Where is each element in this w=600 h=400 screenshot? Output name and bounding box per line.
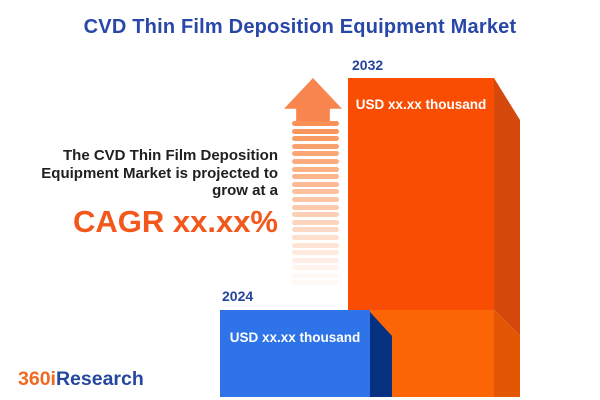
bar-2024-front-face [220,310,370,397]
growth-arrow-stripe [292,189,339,195]
logo-prefix: 360i [18,368,56,390]
page-title: CVD Thin Film Deposition Equipment Marke… [83,16,517,38]
growth-arrow-stripe [292,158,339,164]
growth-arrow-stripe [292,181,339,187]
annotation-block: The CVD Thin Film Deposition Equipment M… [20,147,278,238]
growth-arrow-stripe [292,121,339,126]
growth-arrow-stripe [292,272,339,278]
logo-suffix: Research [55,368,144,390]
bar-2024: USD xx.xx thousand [220,310,392,397]
cagr-value: CAGR xx.xx% [72,203,278,239]
growth-arrow-stripe [292,196,339,202]
growth-arrow-stripe [292,151,339,157]
growth-arrow-stripe [292,265,339,271]
growth-arrow-stripe [292,242,339,248]
annotation-line-3: grow at a [212,182,278,199]
bar-2032-year-label: 2032 [352,57,384,73]
bar-2032-value-label: USD xx.xx thousand [355,97,487,112]
growth-arrow-stripe [292,136,339,142]
growth-arrow-stripe [292,257,339,263]
growth-arrow-stripes [292,121,339,288]
bar-2032: USD xx.xx thousand [348,78,520,397]
bar-2024-year-label: 2024 [222,288,254,304]
growth-arrow-stripe [292,234,339,240]
growth-arrow-stripe [292,128,339,134]
growth-arrow-stripe [292,250,339,256]
bar-2032-front-face-upper [348,78,494,310]
growth-arrow-stripe [292,219,339,225]
growth-arrow-head-icon [284,78,342,122]
bar-2024-value-label: USD xx.xx thousand [229,330,361,345]
bar-2024-side-face [370,312,392,397]
growth-arrow-stripe [292,174,339,180]
growth-arrow-stripe [292,212,339,218]
growth-arrow-stripe [292,143,339,149]
growth-arrow-stripe [292,204,339,210]
growth-arrow-stripe [292,166,339,172]
growth-arrow-stripe [292,280,339,286]
annotation-line-1: The CVD Thin Film Deposition [63,147,278,164]
annotation-line-2: Equipment Market is projected to [41,164,278,182]
bar-2032-side-face-upper [494,78,520,336]
growth-arrow-stripe [292,227,339,233]
company-logo: 360iResearch [18,368,144,391]
